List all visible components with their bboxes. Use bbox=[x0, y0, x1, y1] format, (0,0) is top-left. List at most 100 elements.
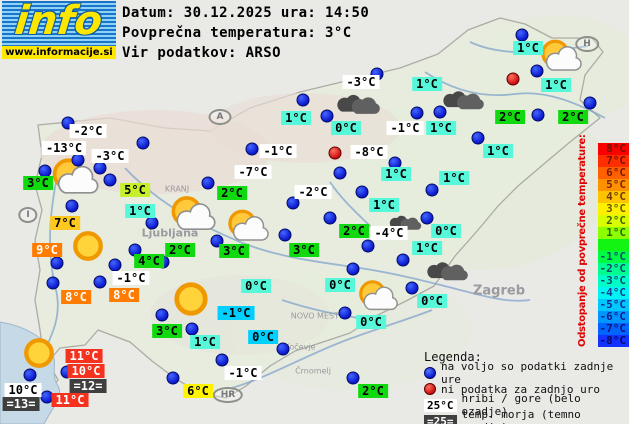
partly-cloudy-icon bbox=[49, 156, 101, 202]
station-dot-blue bbox=[471, 131, 485, 145]
temp-badge: 2°C bbox=[217, 186, 247, 200]
temp-badge: -7°C bbox=[234, 165, 272, 179]
station-dot-blue bbox=[425, 183, 439, 197]
temp-badge: -3°C bbox=[91, 149, 129, 163]
temp-badge: 6°C bbox=[183, 384, 213, 398]
temp-badge: 3°C bbox=[289, 243, 319, 257]
red-dot-icon bbox=[424, 383, 436, 395]
station-dot-blue bbox=[201, 176, 215, 190]
station-dot-blue bbox=[50, 256, 64, 270]
station-dot-red bbox=[506, 72, 520, 86]
header-date: Datum: 30.12.2025 ura: 14:50 bbox=[122, 5, 370, 21]
station-dot-blue bbox=[433, 105, 447, 119]
logo-website-link[interactable]: www.informacije.si bbox=[2, 46, 116, 59]
info-logo[interactable]: info bbox=[2, 1, 116, 46]
temp-badge: -2°C bbox=[294, 185, 332, 199]
temp-badge: 1°C bbox=[439, 171, 469, 185]
scale-band: -2°C bbox=[598, 263, 629, 275]
temp-badge: 2°C bbox=[358, 384, 388, 398]
temp-badge: 4°C bbox=[134, 254, 164, 268]
temp-badge: -8°C bbox=[350, 145, 388, 159]
temp-badge: 2°C bbox=[165, 243, 195, 257]
temp-badge: 11°C bbox=[65, 349, 103, 363]
scale-title: Odstopanje od povprečne temperature: bbox=[577, 134, 588, 347]
scale-band: 8°C bbox=[598, 143, 629, 155]
dark-cloud-icon bbox=[335, 88, 381, 121]
legend-item-label: temp. morja (temno ozadje) bbox=[461, 408, 581, 424]
temp-badge: -13°C bbox=[41, 141, 87, 155]
station-dot-blue bbox=[323, 211, 337, 225]
temp-badge: 1°C bbox=[412, 77, 442, 91]
station-dot-blue bbox=[420, 211, 434, 225]
station-dot-blue bbox=[296, 93, 310, 107]
station-dot-blue bbox=[103, 173, 117, 187]
legend-item-label: ni podatka za zadnjo uro bbox=[441, 382, 600, 396]
scale-band: -8°C bbox=[598, 335, 629, 347]
temp-badge: 3°C bbox=[23, 176, 53, 190]
station-dot-red bbox=[328, 146, 342, 160]
header-avg-temperature: Povprečna temperatura: 3°C bbox=[122, 25, 352, 41]
station-dot-blue bbox=[583, 96, 597, 110]
temp-badge: 10°C bbox=[4, 383, 42, 397]
station-dot-blue bbox=[185, 322, 199, 336]
temp-badge: 10°C bbox=[67, 364, 105, 378]
station-dot-blue bbox=[245, 142, 259, 156]
station-dot-blue bbox=[346, 371, 360, 385]
temp-badge: 0°C bbox=[325, 278, 355, 292]
country-marker-a: A bbox=[208, 109, 232, 125]
temp-badge: 0°C bbox=[248, 330, 278, 344]
city-label: Zagreb bbox=[472, 283, 526, 299]
scale-band: 5°C bbox=[598, 179, 629, 191]
city-label: NOVO MESTO bbox=[290, 311, 346, 321]
temp-badge: -4°C bbox=[370, 226, 408, 240]
temp-badge: 5°C bbox=[120, 183, 150, 197]
station-dot-blue bbox=[286, 196, 300, 210]
temp-badge: =12= bbox=[69, 379, 107, 393]
station-dot-blue bbox=[333, 166, 347, 180]
temp-badge: 0°C bbox=[431, 224, 461, 238]
temp-badge: 0°C bbox=[331, 121, 361, 135]
station-dot-blue bbox=[531, 108, 545, 122]
temp-badge: -1°C bbox=[224, 366, 262, 380]
scale-band: 1°C bbox=[598, 227, 629, 239]
station-dot-blue bbox=[65, 199, 79, 213]
station-dot-blue bbox=[355, 185, 369, 199]
station-dot-blue bbox=[93, 161, 107, 175]
temp-badge: 3°C bbox=[219, 244, 249, 258]
station-dot-blue bbox=[155, 308, 169, 322]
temp-badge: 0°C bbox=[417, 294, 447, 308]
temp-badge: 1°C bbox=[281, 111, 311, 125]
sun-icon bbox=[172, 280, 210, 322]
city-label: Črnomelj bbox=[295, 366, 331, 376]
mountain-badge-icon: 25°C bbox=[424, 398, 457, 412]
scale-band: 4°C bbox=[598, 191, 629, 203]
station-dot-blue bbox=[108, 258, 122, 272]
station-dot-blue bbox=[276, 342, 290, 356]
station-dot-blue bbox=[405, 281, 419, 295]
temp-badge: 8°C bbox=[61, 290, 91, 304]
temp-badge: 8°C bbox=[109, 288, 139, 302]
legend-item: na voljo so podatki zadnje ure bbox=[424, 360, 629, 386]
temp-badge: 0°C bbox=[241, 279, 271, 293]
station-dot-blue bbox=[136, 136, 150, 150]
scale-band: -6°C bbox=[598, 311, 629, 323]
temp-badge: 1°C bbox=[369, 198, 399, 212]
header-data-source: Vir podatkov: ARSO bbox=[122, 45, 281, 61]
info-logo-text: info bbox=[13, 1, 105, 44]
temp-badge: 2°C bbox=[495, 110, 525, 124]
temp-badge: 2°C bbox=[558, 110, 588, 124]
partly-cloudy-icon bbox=[225, 208, 271, 249]
legend: Legenda: na voljo so podatki zadnje ure n… bbox=[424, 350, 629, 424]
temp-badge: 1°C bbox=[190, 335, 220, 349]
partly-cloudy-icon bbox=[168, 194, 218, 238]
temp-badge: 1°C bbox=[426, 121, 456, 135]
scale-band: -3°C bbox=[598, 275, 629, 287]
legend-item-label: na voljo so podatki zadnje ure bbox=[441, 360, 614, 386]
temp-badge: 11°C bbox=[51, 393, 89, 407]
temp-badge: 1°C bbox=[125, 204, 155, 218]
temp-badge: 3°C bbox=[152, 324, 182, 338]
legend-item: =25= temp. morja (temno ozadje) bbox=[424, 408, 629, 424]
temp-badge: -1°C bbox=[386, 121, 424, 135]
scale-band: 6°C bbox=[598, 167, 629, 179]
